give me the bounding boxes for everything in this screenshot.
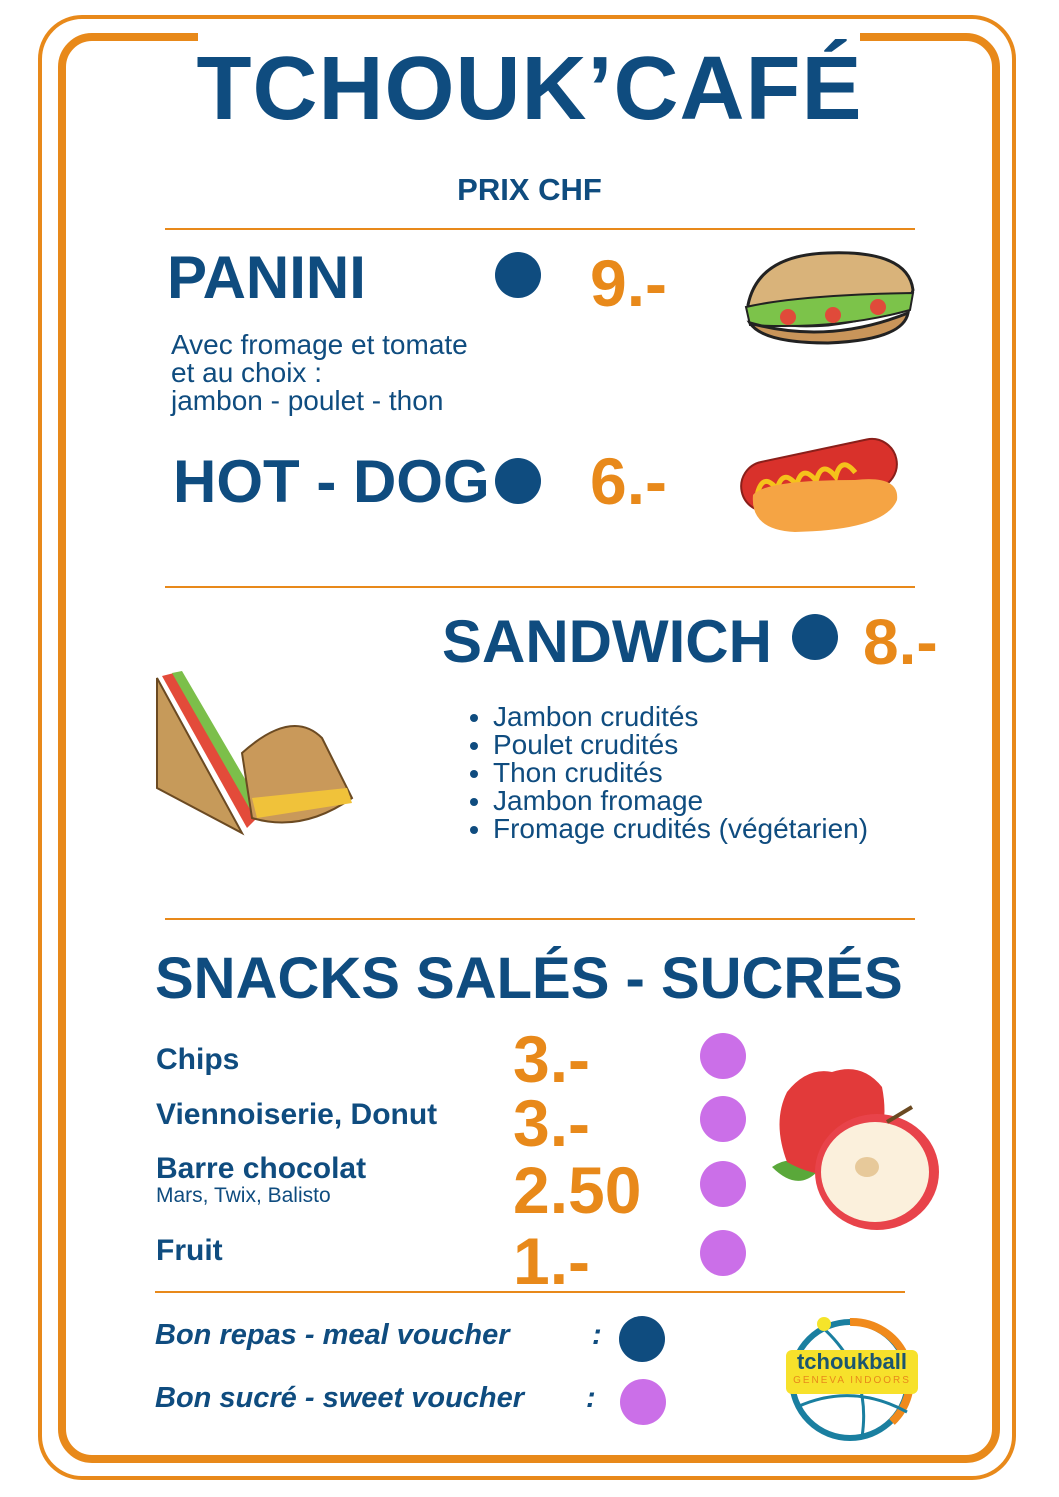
meal-voucher-dot bbox=[495, 252, 541, 298]
panini-title: PANINI bbox=[167, 244, 366, 311]
snack-price: 3.- bbox=[513, 1022, 591, 1096]
sandwich-price: 8.- bbox=[863, 606, 938, 678]
sandwich-image bbox=[156, 671, 354, 836]
hotdog-title: HOT - DOG bbox=[173, 448, 490, 515]
page-title: TCHOUK’CAFÉ bbox=[196, 39, 863, 139]
panini-price: 9.- bbox=[590, 246, 668, 320]
divider bbox=[165, 586, 915, 588]
sweet-voucher-dot bbox=[700, 1161, 746, 1207]
panini-image bbox=[744, 251, 915, 345]
logo-subtext: GENEVA INDOORS bbox=[793, 1375, 911, 1386]
snack-detail: Mars, Twix, Balisto bbox=[156, 1184, 331, 1207]
sweet-voucher-dot bbox=[700, 1033, 746, 1079]
desc-line: Avec fromage et tomate bbox=[171, 329, 468, 360]
apple-image bbox=[772, 1069, 939, 1230]
divider bbox=[155, 1291, 905, 1293]
hotdog-price: 6.- bbox=[590, 444, 668, 518]
hotdog-image bbox=[740, 437, 898, 532]
snack-name: Barre chocolat bbox=[156, 1152, 367, 1185]
sweet-voucher-label: Bon sucré - sweet voucher bbox=[155, 1382, 525, 1414]
separator: : bbox=[586, 1382, 596, 1414]
meal-voucher-dot bbox=[792, 614, 838, 660]
separator: : bbox=[592, 1319, 602, 1351]
snack-name: Chips bbox=[156, 1043, 240, 1076]
tchoukball-logo: tchoukball GENEVA INDOORS bbox=[782, 1312, 922, 1442]
desc-line: et au choix : bbox=[171, 357, 322, 388]
sweet-voucher-dot bbox=[700, 1230, 746, 1276]
sandwich-options: Jambon crudités Poulet crudités Thon cru… bbox=[457, 703, 868, 843]
snack-name: Fruit bbox=[156, 1234, 223, 1267]
logo-text: tchoukball bbox=[796, 1349, 907, 1374]
snack-price: 1.- bbox=[513, 1224, 591, 1298]
price-currency-label: PRIX CHF bbox=[457, 172, 602, 207]
snack-price: 2.50 bbox=[513, 1153, 642, 1227]
border-gap bbox=[198, 25, 860, 45]
divider bbox=[165, 228, 915, 230]
list-item: Jambon fromage bbox=[493, 787, 868, 815]
list-item: Fromage crudités (végétarien) bbox=[493, 815, 868, 843]
sweet-voucher-dot bbox=[700, 1096, 746, 1142]
meal-voucher-dot bbox=[619, 1316, 665, 1362]
list-item: Thon crudités bbox=[493, 759, 868, 787]
snack-name: Viennoiserie, Donut bbox=[156, 1098, 438, 1131]
snacks-title: SNACKS SALÉS - SUCRÉS bbox=[155, 946, 903, 1011]
snack-price: 3.- bbox=[513, 1086, 591, 1160]
outer-border bbox=[38, 15, 1016, 1480]
panini-description: Avec fromage et tomate et au choix : jam… bbox=[171, 331, 468, 415]
list-item: Jambon crudités bbox=[493, 703, 868, 731]
meal-voucher-label: Bon repas - meal voucher bbox=[155, 1319, 510, 1351]
meal-voucher-dot bbox=[495, 458, 541, 504]
divider bbox=[165, 918, 915, 920]
sandwich-title: SANDWICH bbox=[442, 608, 772, 675]
list-item: Poulet crudités bbox=[493, 731, 868, 759]
sweet-voucher-dot bbox=[620, 1379, 666, 1425]
desc-line: jambon - poulet - thon bbox=[171, 385, 444, 416]
